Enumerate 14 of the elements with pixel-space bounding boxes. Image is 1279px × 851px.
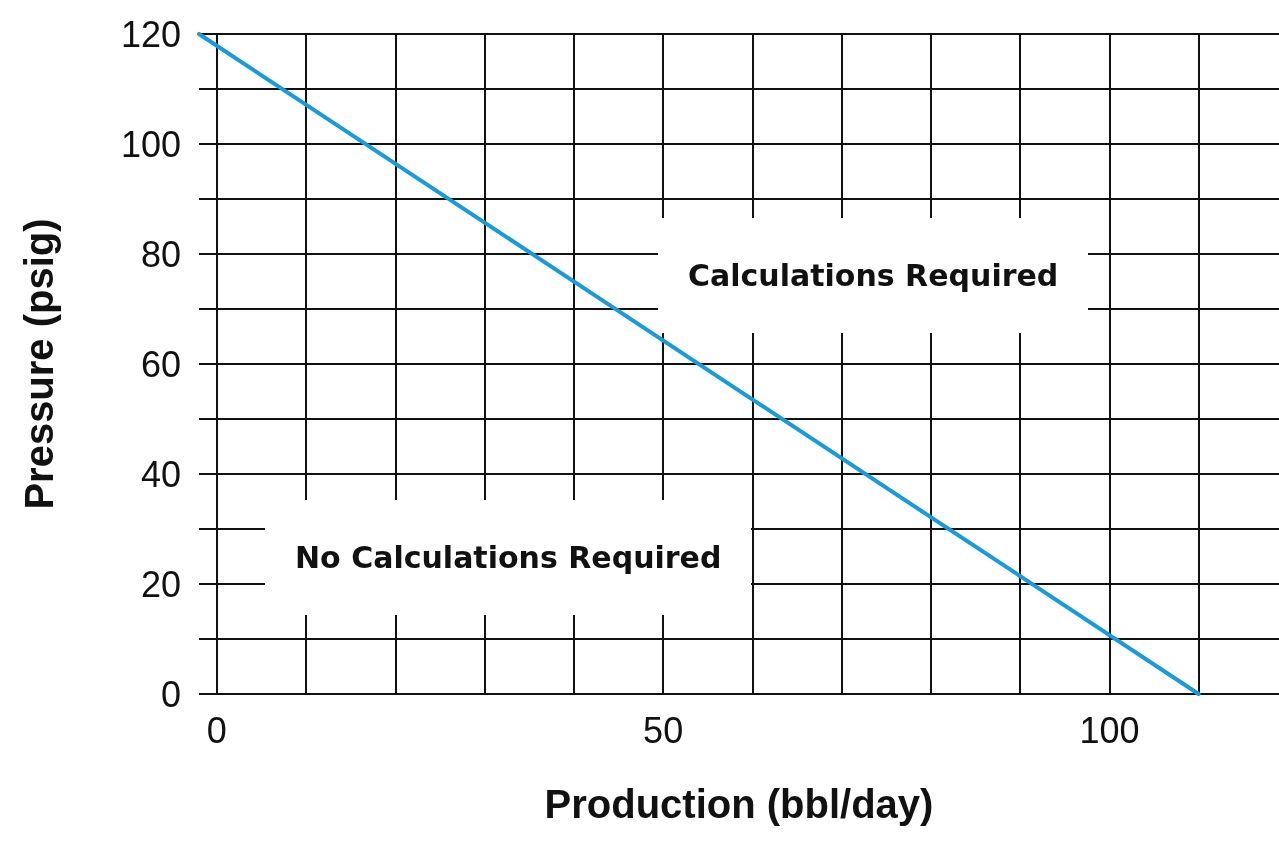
x-tick-label: 50 [643,709,684,751]
x-tick-label: 100 [1079,709,1140,751]
x-axis-title: Production (bbl/day) [544,782,934,826]
y-tick-label: 100 [120,123,181,165]
y-tick-label: 40 [140,453,181,495]
annotation: No Calculations Required [295,540,722,575]
y-tick-label: 0 [160,673,181,715]
y-axis-title: Pressure (psig) [17,218,61,510]
y-tick-label: 80 [140,233,181,275]
y-tick-label: 120 [120,13,181,55]
y-tick-label: 20 [140,563,181,605]
x-tick-label: 0 [206,709,227,751]
annotation: Calculations Required [688,258,1059,293]
y-tick-label: 60 [140,343,181,385]
